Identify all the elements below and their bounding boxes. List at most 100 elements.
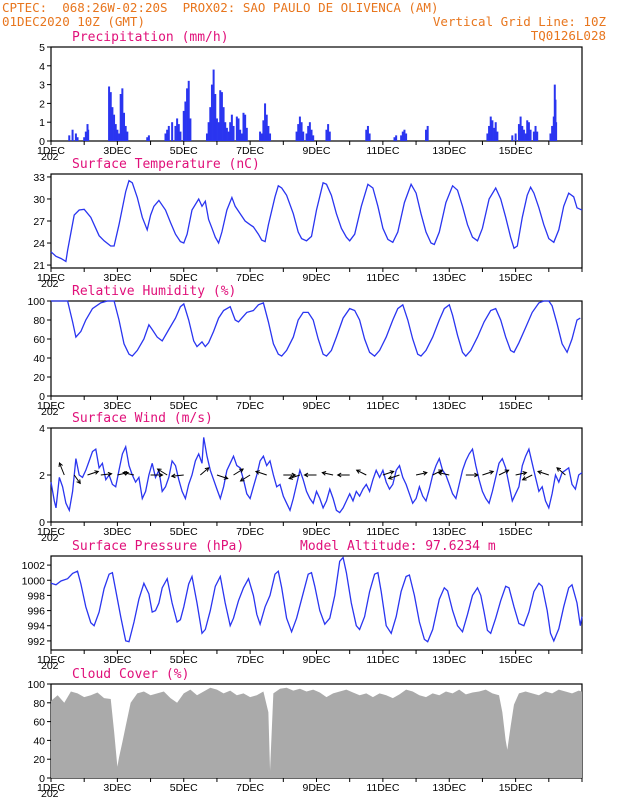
wind-vector-head bbox=[76, 479, 81, 485]
y-tick-label: 80 bbox=[33, 315, 45, 327]
wind-vector-head bbox=[239, 468, 245, 473]
wind-vector-head bbox=[107, 471, 113, 477]
y-tick-label: 60 bbox=[33, 717, 45, 729]
header-model-id: TQ0126L028 bbox=[530, 28, 606, 43]
precip-bar bbox=[325, 129, 328, 141]
x-tick-label: 11DEC bbox=[366, 272, 399, 284]
wind-vector-head bbox=[239, 477, 245, 482]
precip-bar bbox=[308, 122, 311, 141]
precip-bar bbox=[74, 133, 77, 141]
wind-vector-head bbox=[437, 471, 443, 476]
x-tick-label: 11DEC bbox=[366, 782, 399, 794]
x-tick-label: 13DEC bbox=[432, 782, 466, 794]
y-tick-label: 994 bbox=[27, 621, 45, 633]
precip-bar bbox=[527, 122, 530, 141]
precip-bar bbox=[209, 107, 212, 141]
precip-bar bbox=[524, 133, 527, 141]
precip-bar bbox=[109, 92, 112, 141]
x-tick-label: 11DEC bbox=[366, 145, 399, 157]
y-tick-label: 21 bbox=[33, 260, 45, 272]
precip-bar bbox=[297, 124, 300, 141]
precip-bar bbox=[496, 131, 499, 141]
y-tick-label: 996 bbox=[27, 606, 45, 618]
wind-vector bbox=[255, 470, 267, 476]
wind-vector bbox=[100, 473, 112, 476]
x-tick-label: 9DEC bbox=[302, 400, 330, 412]
y-tick-label: 20 bbox=[33, 372, 45, 384]
precip-bar bbox=[400, 135, 403, 141]
precip-bar bbox=[368, 133, 371, 141]
x-year-label: 202 bbox=[41, 532, 59, 544]
header-grid-note: Vertical Grid Line: 10Z bbox=[432, 14, 606, 29]
x-tick-label: 1DEC bbox=[37, 272, 65, 284]
precip-bar bbox=[403, 129, 406, 141]
precip-bar bbox=[108, 86, 111, 141]
header-line1: CPTEC: 068:26W-02:20S PROX02: SAO PAULO … bbox=[2, 0, 439, 15]
precip-bar bbox=[235, 116, 238, 141]
precip-bar bbox=[111, 107, 114, 141]
precip-bar bbox=[215, 118, 218, 141]
x-tick-label: 1DEC bbox=[37, 654, 65, 666]
y-tick-label: 0 bbox=[39, 517, 45, 529]
precip-bar bbox=[113, 114, 116, 141]
precip-bar bbox=[260, 133, 263, 141]
panel-title-2: Relative Humidity (%) bbox=[72, 284, 236, 299]
precip-bar bbox=[554, 99, 557, 141]
wind-vector-head bbox=[58, 462, 63, 468]
wind-vector bbox=[59, 462, 65, 476]
precip-bar bbox=[310, 129, 313, 141]
x-tick-label: 7DEC bbox=[236, 782, 264, 794]
wind-vector bbox=[482, 470, 494, 476]
wind-vector bbox=[240, 474, 251, 482]
x-tick-label: 7DEC bbox=[236, 654, 264, 666]
precip-bar bbox=[166, 129, 169, 141]
x-tick-label: 1DEC bbox=[37, 400, 65, 412]
precip-bar bbox=[493, 127, 496, 141]
wind-vector bbox=[388, 474, 400, 480]
x-year-label: 202 bbox=[41, 406, 59, 418]
wind-vector bbox=[288, 474, 301, 480]
panel-title-4: Surface Pressure (hPa) bbox=[72, 539, 244, 554]
precip-bar bbox=[219, 90, 222, 141]
precip-bar bbox=[171, 122, 174, 141]
y-tick-label: 998 bbox=[27, 590, 45, 602]
y-tick-label: 1002 bbox=[22, 560, 46, 572]
precip-bar bbox=[118, 133, 121, 141]
series-line-1 bbox=[50, 179, 583, 263]
y-tick-label: 5 bbox=[39, 42, 45, 54]
y-tick-label: 4 bbox=[39, 423, 45, 435]
x-year-label: 202 bbox=[41, 660, 59, 672]
precip-bar bbox=[119, 94, 122, 141]
wind-vector bbox=[432, 469, 443, 476]
y-tick-label: 20 bbox=[33, 754, 45, 766]
precip-bar bbox=[174, 125, 177, 141]
wind-vector bbox=[233, 468, 244, 476]
precip-bar bbox=[232, 125, 235, 141]
wind-vector bbox=[515, 472, 527, 476]
precip-bar bbox=[227, 131, 230, 141]
y-tick-label: 80 bbox=[33, 698, 45, 710]
wind-vector-head bbox=[389, 470, 395, 475]
precip-bar bbox=[182, 110, 185, 141]
precip-bar bbox=[426, 125, 429, 141]
precip-bar bbox=[366, 125, 369, 141]
wind-vector bbox=[522, 474, 533, 481]
wind-vector bbox=[157, 468, 168, 476]
precip-bar bbox=[244, 114, 247, 141]
precip-bar bbox=[517, 124, 520, 141]
panel-title-3: Surface Wind (m/s) bbox=[72, 411, 213, 426]
precip-bar bbox=[87, 129, 90, 141]
y-tick-label: 992 bbox=[27, 636, 45, 648]
wind-vector bbox=[87, 470, 99, 476]
precip-bar bbox=[222, 107, 225, 141]
x-tick-label: 3DEC bbox=[103, 400, 131, 412]
precip-bar bbox=[124, 125, 127, 141]
precip-bar bbox=[522, 129, 525, 141]
x-tick-label: 9DEC bbox=[302, 272, 330, 284]
x-tick-label: 15DEC bbox=[499, 272, 533, 284]
precip-bar bbox=[395, 135, 398, 141]
precip-bar bbox=[164, 133, 167, 141]
x-year-label: 202 bbox=[41, 788, 59, 800]
y-tick-label: 0 bbox=[39, 773, 45, 785]
x-tick-label: 7DEC bbox=[236, 272, 264, 284]
